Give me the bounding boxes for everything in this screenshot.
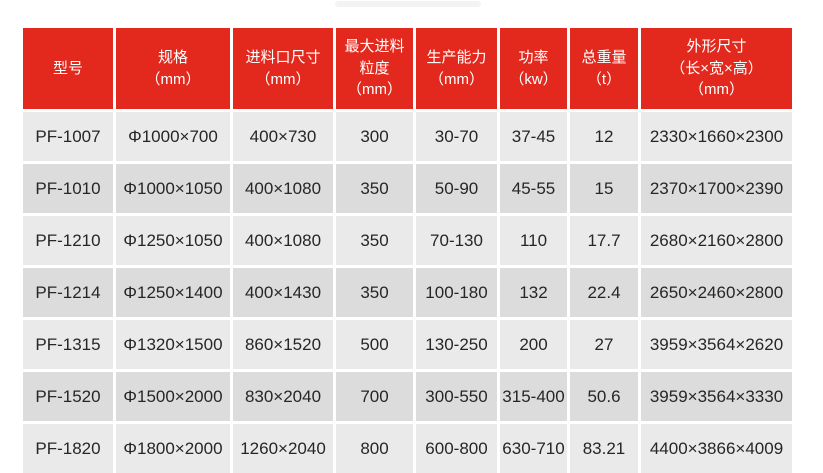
cell-dimensions: 2370×1700×2390: [641, 164, 792, 213]
cell-model: PF-1210: [23, 216, 113, 265]
header-capacity: 生产能力 （mm）: [416, 28, 497, 109]
cell-capacity: 100-180: [416, 268, 497, 317]
cell-power: 110: [500, 216, 567, 265]
header-power: 功率 （kw）: [500, 28, 567, 109]
cell-total-weight: 15: [570, 164, 638, 213]
table-row: PF-1007 Φ1000×700 400×730 300 30-70 37-4…: [23, 112, 792, 161]
cell-dimensions: 3959×3564×3330: [641, 372, 792, 421]
header-feed-opening: 进料口尺寸 （mm）: [233, 28, 333, 109]
cell-dimensions: 2680×2160×2800: [641, 216, 792, 265]
cell-feed-opening: 400×1430: [233, 268, 333, 317]
cell-power: 315-400: [500, 372, 567, 421]
table-row: PF-1214 Φ1250×1400 400×1430 350 100-180 …: [23, 268, 792, 317]
cell-max-feed-size: 700: [336, 372, 413, 421]
table-row: PF-1820 Φ1800×2000 1260×2040 800 600-800…: [23, 424, 792, 473]
cell-feed-opening: 830×2040: [233, 372, 333, 421]
cell-dimensions: 4400×3866×4009: [641, 424, 792, 473]
cell-model: PF-1010: [23, 164, 113, 213]
cell-model: PF-1820: [23, 424, 113, 473]
cell-model: PF-1315: [23, 320, 113, 369]
cell-capacity: 300-550: [416, 372, 497, 421]
header-dimensions: 外形尺寸 （长×宽×高） （mm）: [641, 28, 792, 109]
cell-power: 200: [500, 320, 567, 369]
cell-power: 132: [500, 268, 567, 317]
cell-total-weight: 50.6: [570, 372, 638, 421]
cell-capacity: 130-250: [416, 320, 497, 369]
cell-power: 630-710: [500, 424, 567, 473]
cell-capacity: 70-130: [416, 216, 497, 265]
header-row: 型号 规格 （mm） 进料口尺寸 （mm） 最大进料 粒度 （mm） 生产能力 …: [23, 28, 792, 109]
cell-model: PF-1214: [23, 268, 113, 317]
cell-feed-opening: 1260×2040: [233, 424, 333, 473]
cell-dimensions: 2650×2460×2800: [641, 268, 792, 317]
cell-power: 45-55: [500, 164, 567, 213]
header-total-weight: 总重量 （t）: [570, 28, 638, 109]
cell-total-weight: 12: [570, 112, 638, 161]
header-max-feed-size: 最大进料 粒度 （mm）: [336, 28, 413, 109]
cell-spec: Φ1000×700: [116, 112, 230, 161]
product-spec-table: 型号 规格 （mm） 进料口尺寸 （mm） 最大进料 粒度 （mm） 生产能力 …: [20, 25, 795, 473]
table-row: PF-1520 Φ1500×2000 830×2040 700 300-550 …: [23, 372, 792, 421]
cell-max-feed-size: 350: [336, 268, 413, 317]
cell-spec: Φ1800×2000: [116, 424, 230, 473]
cell-feed-opening: 400×1080: [233, 164, 333, 213]
cell-spec: Φ1500×2000: [116, 372, 230, 421]
cell-max-feed-size: 500: [336, 320, 413, 369]
cell-capacity: 600-800: [416, 424, 497, 473]
cell-spec: Φ1250×1050: [116, 216, 230, 265]
cell-max-feed-size: 350: [336, 164, 413, 213]
horizontal-scrollbar-thumb[interactable]: [335, 1, 481, 7]
header-spec: 规格 （mm）: [116, 28, 230, 109]
header-model: 型号: [23, 28, 113, 109]
cell-max-feed-size: 800: [336, 424, 413, 473]
cell-total-weight: 83.21: [570, 424, 638, 473]
cell-model: PF-1520: [23, 372, 113, 421]
cell-total-weight: 27: [570, 320, 638, 369]
table-row: PF-1315 Φ1320×1500 860×1520 500 130-250 …: [23, 320, 792, 369]
cell-spec: Φ1320×1500: [116, 320, 230, 369]
cell-total-weight: 22.4: [570, 268, 638, 317]
cell-max-feed-size: 350: [336, 216, 413, 265]
table-row: PF-1010 Φ1000×1050 400×1080 350 50-90 45…: [23, 164, 792, 213]
table-row: PF-1210 Φ1250×1050 400×1080 350 70-130 1…: [23, 216, 792, 265]
cell-dimensions: 2330×1660×2300: [641, 112, 792, 161]
cell-dimensions: 3959×3564×2620: [641, 320, 792, 369]
cell-capacity: 30-70: [416, 112, 497, 161]
cell-capacity: 50-90: [416, 164, 497, 213]
cell-feed-opening: 400×1080: [233, 216, 333, 265]
cell-spec: Φ1000×1050: [116, 164, 230, 213]
cell-feed-opening: 400×730: [233, 112, 333, 161]
cell-model: PF-1007: [23, 112, 113, 161]
cell-spec: Φ1250×1400: [116, 268, 230, 317]
cell-total-weight: 17.7: [570, 216, 638, 265]
cell-max-feed-size: 300: [336, 112, 413, 161]
cell-power: 37-45: [500, 112, 567, 161]
cell-feed-opening: 860×1520: [233, 320, 333, 369]
